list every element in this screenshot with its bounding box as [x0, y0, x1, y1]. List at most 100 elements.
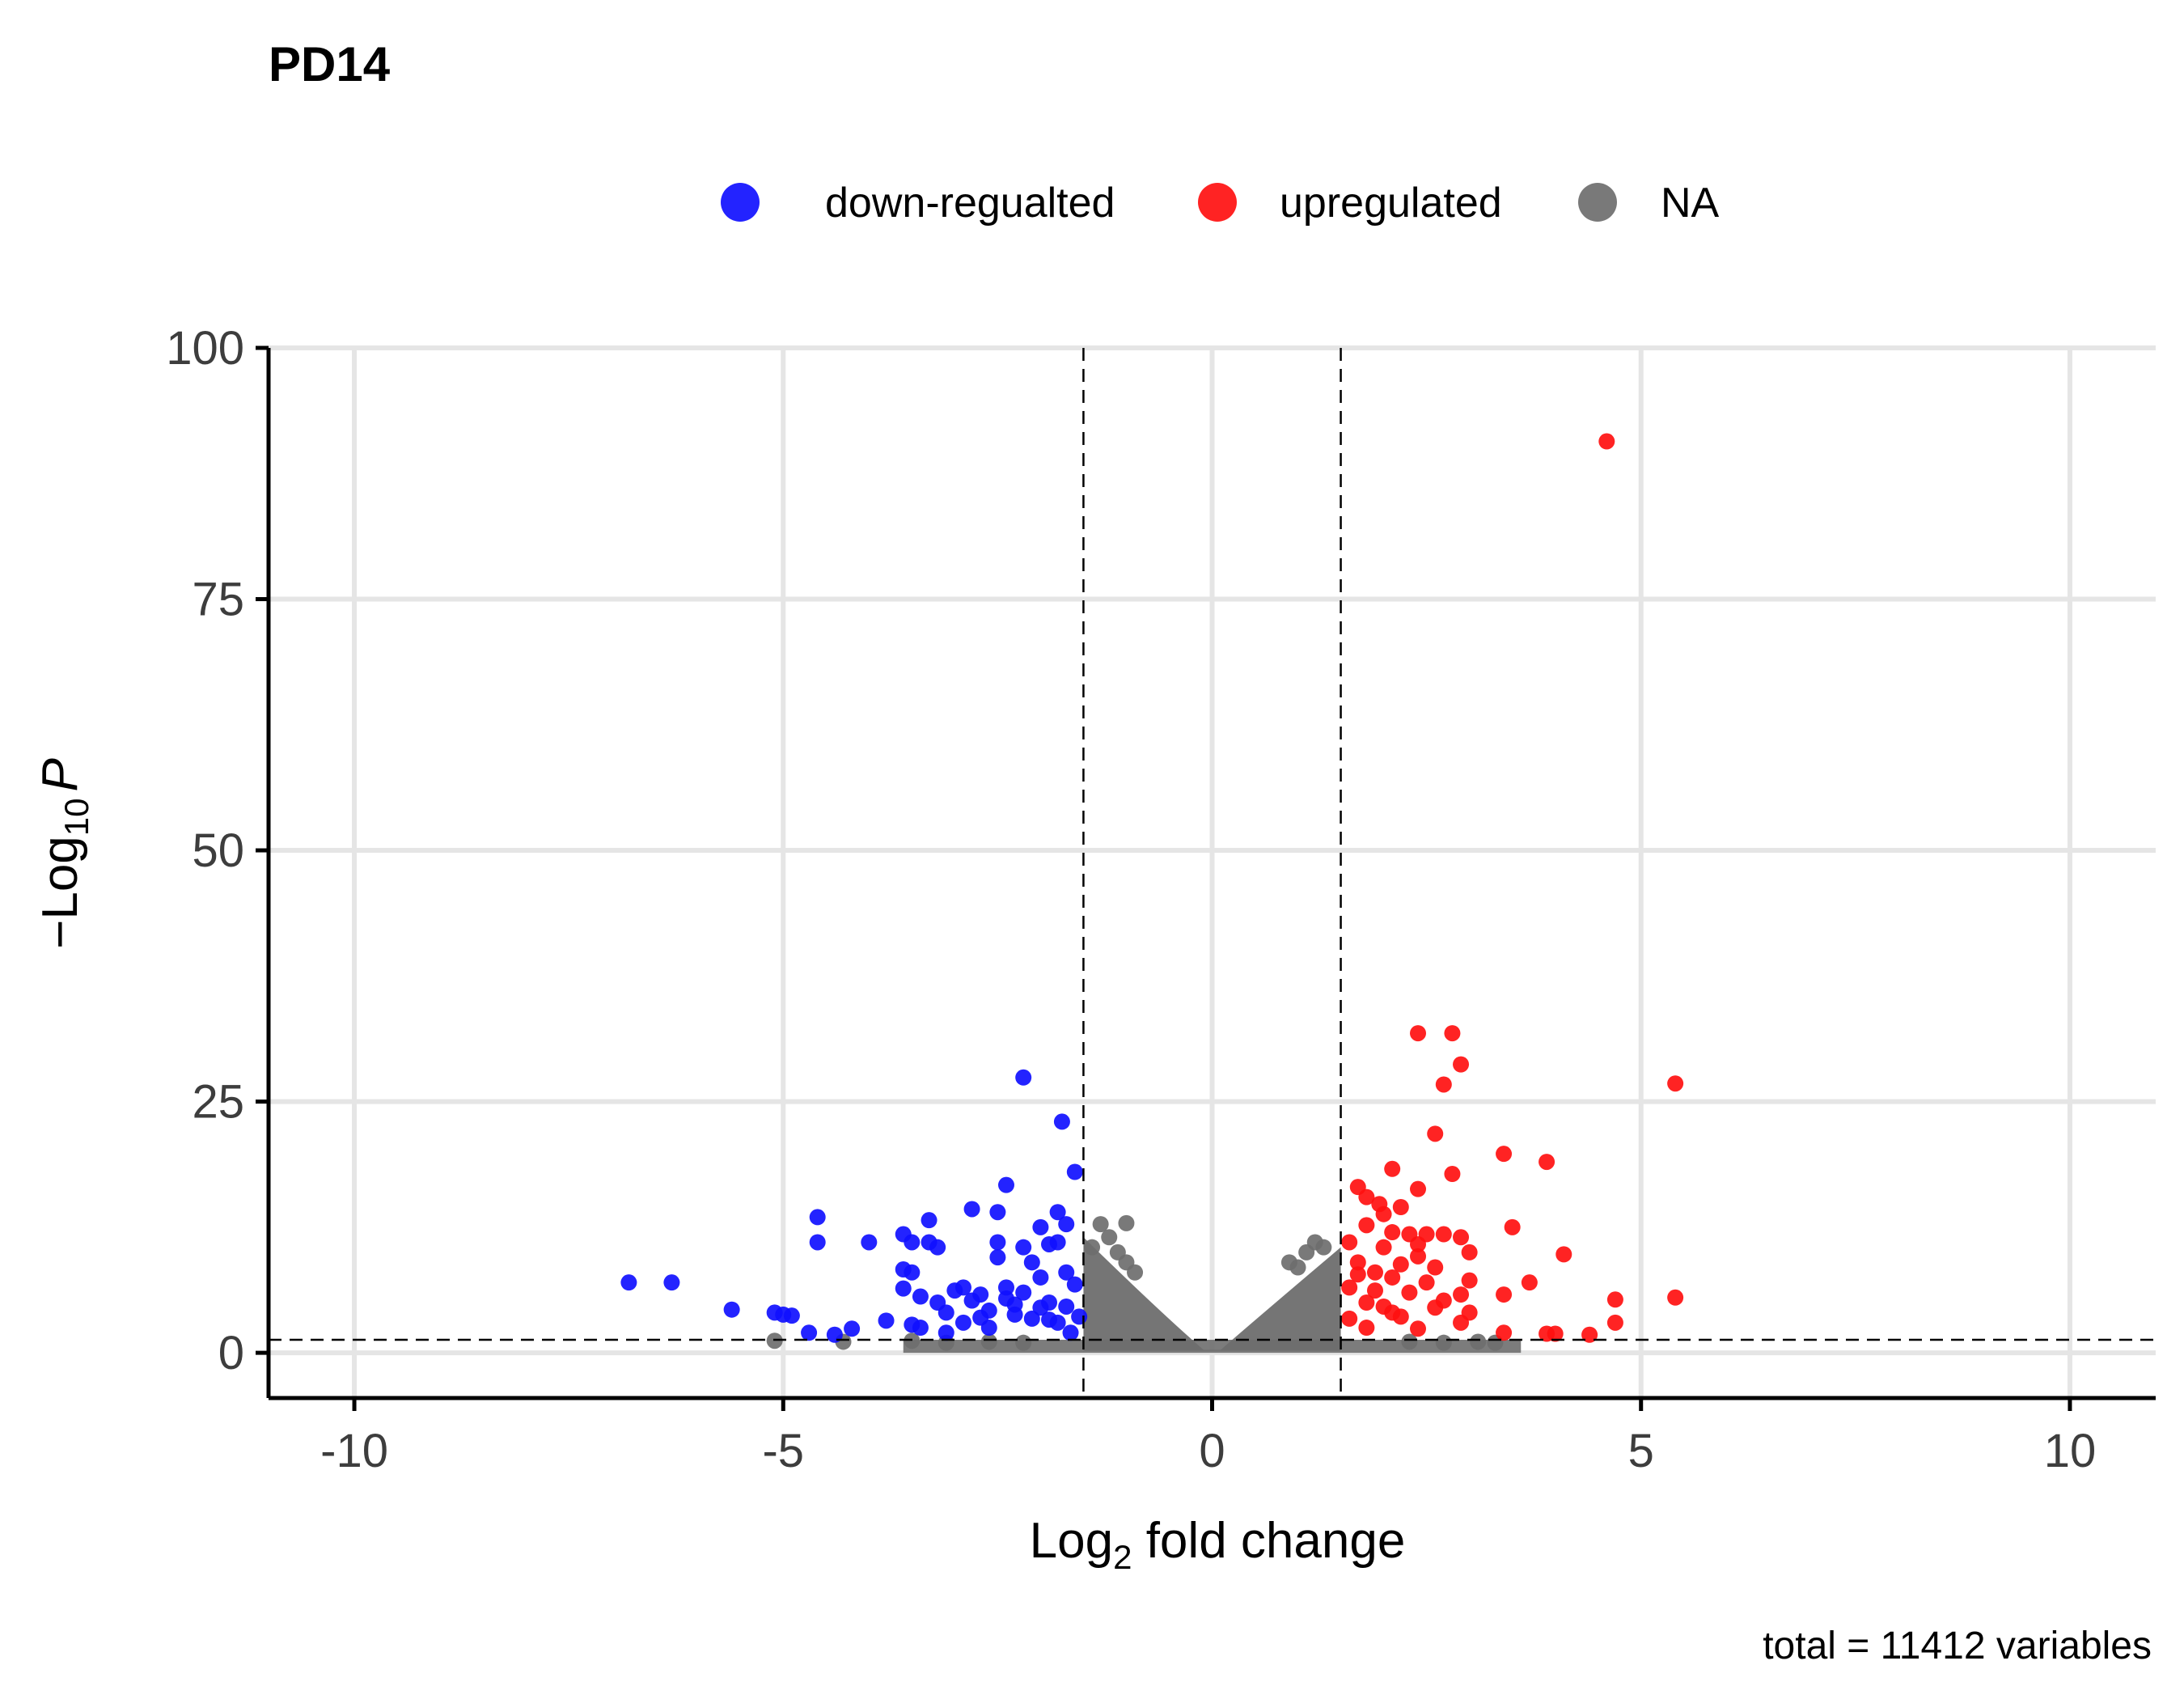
- point-2-20: [1470, 1333, 1487, 1350]
- point-1-50: [1358, 1320, 1375, 1337]
- point-0-2: [723, 1301, 740, 1318]
- point-0-22: [929, 1239, 946, 1256]
- point-2-7: [1101, 1229, 1118, 1246]
- point-2-11: [1109, 1244, 1126, 1260]
- point-1-12: [1410, 1180, 1427, 1197]
- x-tick-label-2: 0: [1199, 1425, 1225, 1477]
- point-1-3: [1453, 1056, 1470, 1073]
- point-1-42: [1358, 1294, 1375, 1311]
- point-1-52: [1496, 1324, 1513, 1341]
- y-tick-label-1: 25: [192, 1076, 244, 1129]
- point-0-52: [1066, 1163, 1083, 1180]
- point-0-38: [1015, 1239, 1032, 1256]
- point-0-20: [921, 1212, 938, 1229]
- legend-label-0: down-regualted: [825, 180, 1115, 227]
- point-1-17: [1358, 1217, 1375, 1234]
- chart-title: PD14: [269, 37, 391, 91]
- point-0-48: [1053, 1113, 1070, 1130]
- point-1-61: [1410, 1248, 1427, 1265]
- point-1-18: [1384, 1224, 1401, 1241]
- axes: [256, 345, 2156, 1411]
- point-2-12: [1118, 1214, 1135, 1231]
- point-1-28: [1555, 1246, 1572, 1263]
- point-0-42: [1032, 1269, 1049, 1286]
- series-down-regualted: [620, 1069, 1088, 1343]
- point-2-18: [1401, 1333, 1418, 1350]
- point-2-17: [1289, 1259, 1306, 1276]
- point-1-33: [1384, 1269, 1401, 1286]
- point-1-39: [1496, 1286, 1513, 1303]
- point-1-47: [1341, 1310, 1358, 1327]
- point-0-37: [1015, 1069, 1032, 1086]
- point-1-56: [1384, 1304, 1401, 1321]
- point-0-14: [904, 1234, 921, 1251]
- point-0-40: [1023, 1310, 1040, 1327]
- point-0-8: [809, 1234, 826, 1251]
- point-0-31: [989, 1204, 1006, 1221]
- point-0-11: [861, 1234, 878, 1251]
- point-0-16: [904, 1264, 921, 1281]
- point-0-62: [1058, 1298, 1075, 1315]
- point-1-51: [1410, 1320, 1427, 1337]
- point-0-49: [1058, 1216, 1075, 1233]
- point-0-60: [912, 1288, 929, 1305]
- point-0-58: [1041, 1311, 1058, 1328]
- threshold-lines: [269, 348, 2156, 1398]
- y-tick-label-4: 100: [166, 322, 244, 375]
- point-0-19: [912, 1320, 929, 1337]
- point-1-34: [1461, 1272, 1478, 1289]
- point-0-12: [878, 1312, 895, 1329]
- caption: total = 11412 variables: [1763, 1625, 2152, 1667]
- point-0-32: [989, 1234, 1006, 1251]
- y-tick-label-3: 75: [192, 574, 244, 626]
- point-2-5: [1015, 1334, 1032, 1351]
- point-0-34: [997, 1176, 1014, 1193]
- point-1-29: [1349, 1254, 1366, 1271]
- point-0-0: [620, 1274, 637, 1291]
- point-1-16: [1375, 1205, 1392, 1222]
- point-1-6: [1427, 1125, 1444, 1142]
- point-1-2: [1444, 1025, 1461, 1042]
- point-0-27: [963, 1201, 980, 1218]
- point-1-38: [1453, 1286, 1470, 1303]
- point-1-8: [1539, 1154, 1555, 1171]
- na-baseline-band: [903, 1339, 1522, 1354]
- point-0-33: [989, 1249, 1006, 1266]
- point-0-5: [783, 1307, 800, 1324]
- point-1-58: [1418, 1274, 1435, 1291]
- point-0-1: [663, 1274, 680, 1291]
- point-0-17: [895, 1280, 912, 1297]
- point-1-24: [1341, 1234, 1358, 1251]
- x-tick-label-0: -10: [320, 1425, 388, 1477]
- point-0-26: [954, 1279, 971, 1296]
- point-1-26: [1410, 1235, 1427, 1252]
- point-0-46: [1049, 1234, 1066, 1251]
- point-1-48: [1453, 1314, 1470, 1331]
- point-2-16: [1315, 1239, 1332, 1256]
- point-1-31: [1427, 1259, 1444, 1276]
- point-1-25: [1375, 1239, 1392, 1256]
- point-0-56: [1006, 1306, 1023, 1323]
- point-1-1: [1410, 1025, 1427, 1042]
- point-0-24: [938, 1324, 954, 1341]
- data-points: [620, 433, 1684, 1354]
- point-0-51: [1062, 1324, 1079, 1341]
- point-0-65: [938, 1304, 954, 1321]
- point-0-57: [1032, 1299, 1049, 1316]
- point-0-7: [809, 1209, 826, 1226]
- point-0-53: [1066, 1276, 1083, 1293]
- point-2-4: [980, 1333, 997, 1350]
- x-axis-title: Log2 fold change: [1030, 1513, 1406, 1576]
- point-1-7: [1496, 1146, 1513, 1163]
- legend-key-0: [721, 183, 760, 222]
- point-0-41: [1032, 1218, 1049, 1235]
- point-1-40: [1606, 1291, 1623, 1308]
- point-1-15: [1392, 1199, 1409, 1215]
- point-0-30: [980, 1320, 997, 1337]
- point-1-0: [1598, 433, 1615, 450]
- point-1-57: [1349, 1266, 1366, 1283]
- point-1-22: [1435, 1226, 1452, 1243]
- point-1-19: [1504, 1218, 1521, 1235]
